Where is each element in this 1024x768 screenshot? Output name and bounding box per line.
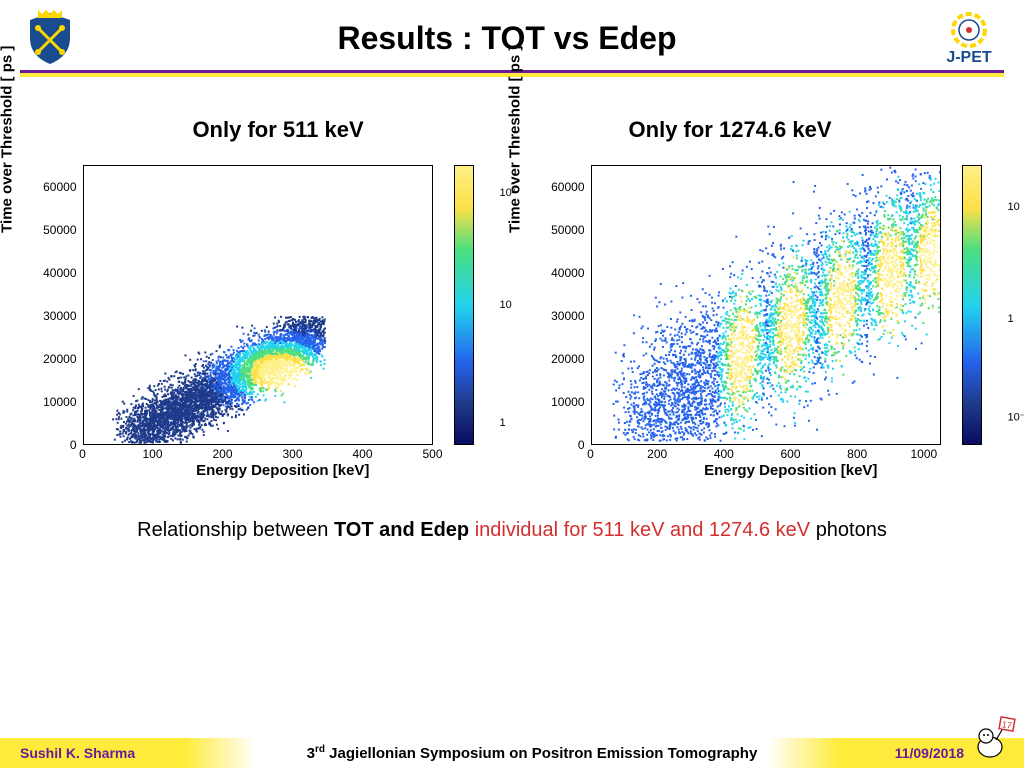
jpet-logo-icon: J-PET	[934, 8, 1004, 68]
caption-p1: Relationship between	[137, 519, 334, 541]
caption-p4: photons	[816, 519, 887, 541]
xlabel: Energy Deposition [keV]	[704, 462, 877, 479]
xlabel: Energy Deposition [keV]	[196, 462, 369, 479]
yticks: 0100002000030000400005000060000	[51, 165, 79, 445]
colorbar	[454, 165, 474, 445]
subtitle-right: Only for 1274.6 keV	[629, 117, 832, 143]
plot-area	[83, 165, 433, 445]
institution-logo-icon	[20, 8, 80, 68]
ylabel: Time over Threshold [ ps ]	[506, 46, 523, 233]
caption: Relationship between TOT and Edep indivi…	[0, 519, 1024, 542]
chart-1274kev: Time over Threshold [ ps ] 0100002000030…	[519, 153, 1014, 483]
mascot-icon: 17	[968, 712, 1018, 762]
yticks: 0100002000030000400005000060000	[559, 165, 587, 445]
footer-author: Sushil K. Sharma	[0, 745, 200, 761]
charts-row: Time over Threshold [ ps ] 0100002000030…	[0, 153, 1024, 483]
colorbar	[962, 165, 982, 445]
footer: Sushil K. Sharma 3rd Jagiellonian Sympos…	[0, 738, 1024, 768]
caption-bold: TOT and Edep	[334, 519, 475, 541]
ylabel: Time over Threshold [ ps ]	[0, 46, 15, 233]
footer-event: 3rd Jagiellonian Symposium on Positron E…	[200, 744, 864, 762]
caption-red: individual for 511 keV and 1274.6 keV	[475, 519, 816, 541]
chart-511kev: Time over Threshold [ ps ] 0100002000030…	[11, 153, 506, 483]
plot-area	[591, 165, 941, 445]
svg-text:J-PET: J-PET	[946, 49, 992, 66]
subtitle-left: Only for 511 keV	[192, 117, 363, 143]
